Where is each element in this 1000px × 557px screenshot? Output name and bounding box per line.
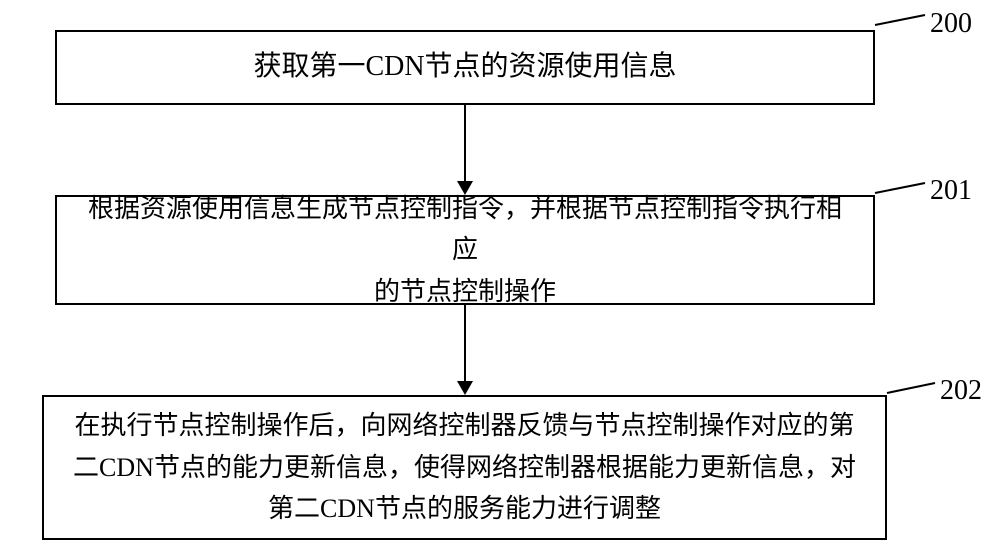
label-connector-1: [875, 10, 930, 30]
node-3-text: 在执行节点控制操作后，向网络控制器反馈与节点控制操作对应的第 二CDN节点的能力…: [73, 405, 856, 530]
arrow-1-to-2-line: [464, 105, 466, 181]
step-label-2: 201: [930, 175, 972, 207]
node-2-line2: 的节点控制操作: [374, 277, 556, 306]
node-3-line1: 在执行节点控制操作后，向网络控制器反馈与节点控制操作对应的第: [74, 411, 854, 440]
node-3-line3: 第二CDN节点的服务能力进行调整: [268, 494, 661, 523]
step-label-1: 200: [930, 8, 972, 40]
flowchart-container: 获取第一CDN节点的资源使用信息 200 根据资源使用信息生成节点控制指令，并根…: [0, 0, 1000, 557]
arrow-2-to-3-line: [464, 305, 466, 381]
arrow-2-to-3-head: [457, 381, 473, 395]
label-connector-2: [875, 178, 930, 198]
label-connector-3: [887, 378, 942, 398]
flowchart-node-2: 根据资源使用信息生成节点控制指令，并根据节点控制指令执行相应 的节点控制操作: [55, 195, 875, 305]
flowchart-node-3: 在执行节点控制操作后，向网络控制器反馈与节点控制操作对应的第 二CDN节点的能力…: [42, 395, 887, 540]
node-3-line2: 二CDN节点的能力更新信息，使得网络控制器根据能力更新信息，对: [73, 453, 856, 482]
step-label-3: 202: [940, 375, 982, 407]
node-2-line1: 根据资源使用信息生成节点控制指令，并根据节点控制指令执行相应: [88, 194, 842, 265]
node-2-text: 根据资源使用信息生成节点控制指令，并根据节点控制指令执行相应 的节点控制操作: [77, 188, 853, 313]
flowchart-node-1: 获取第一CDN节点的资源使用信息: [55, 30, 875, 105]
node-1-text: 获取第一CDN节点的资源使用信息: [253, 45, 676, 90]
